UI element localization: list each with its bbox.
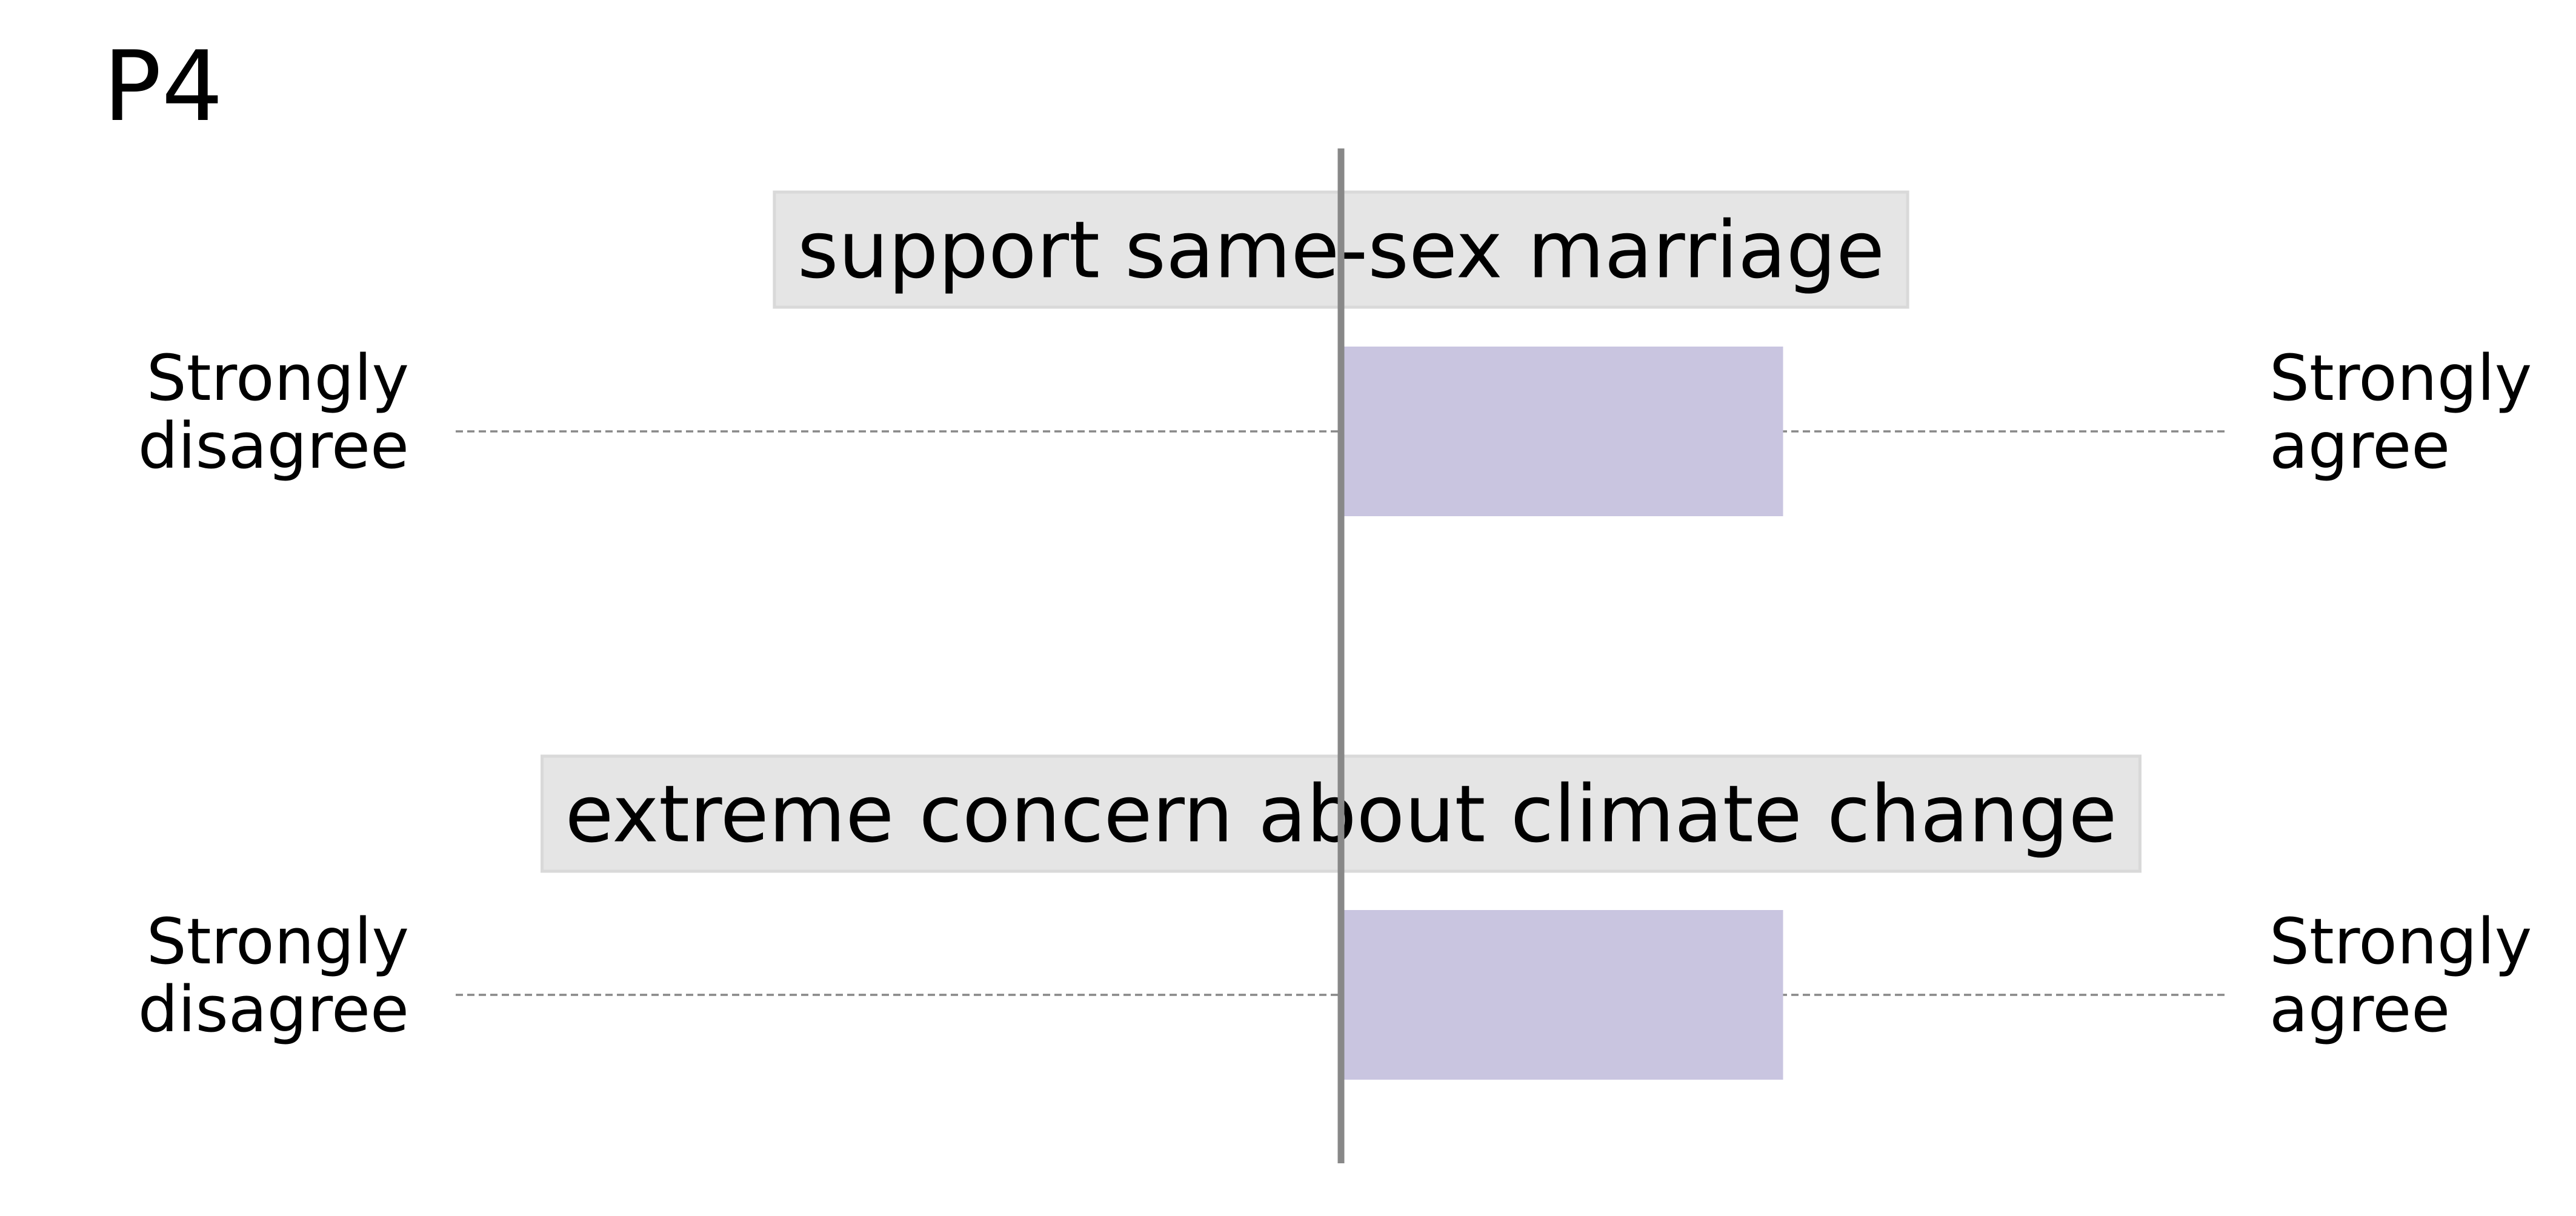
panel-label: P4 <box>103 30 223 143</box>
scale-left-label: Strongly disagree <box>138 905 409 1046</box>
bar <box>1341 347 1783 516</box>
scale-left-line: Strongly <box>147 905 409 978</box>
scale-right-line: Strongly <box>2269 341 2532 415</box>
bar <box>1341 910 1783 1080</box>
scale-right-line: agree <box>2269 972 2450 1046</box>
scale-right-label: Strongly agree <box>2269 905 2532 1046</box>
scale-left-line: disagree <box>138 972 409 1046</box>
scale-left-line: disagree <box>138 409 409 483</box>
scale-left-line: Strongly <box>147 341 409 415</box>
scale-right-line: Strongly <box>2269 905 2532 978</box>
scale-right-label: Strongly agree <box>2269 341 2532 483</box>
scale-left-label: Strongly disagree <box>138 341 409 483</box>
scale-right-line: agree <box>2269 409 2450 483</box>
